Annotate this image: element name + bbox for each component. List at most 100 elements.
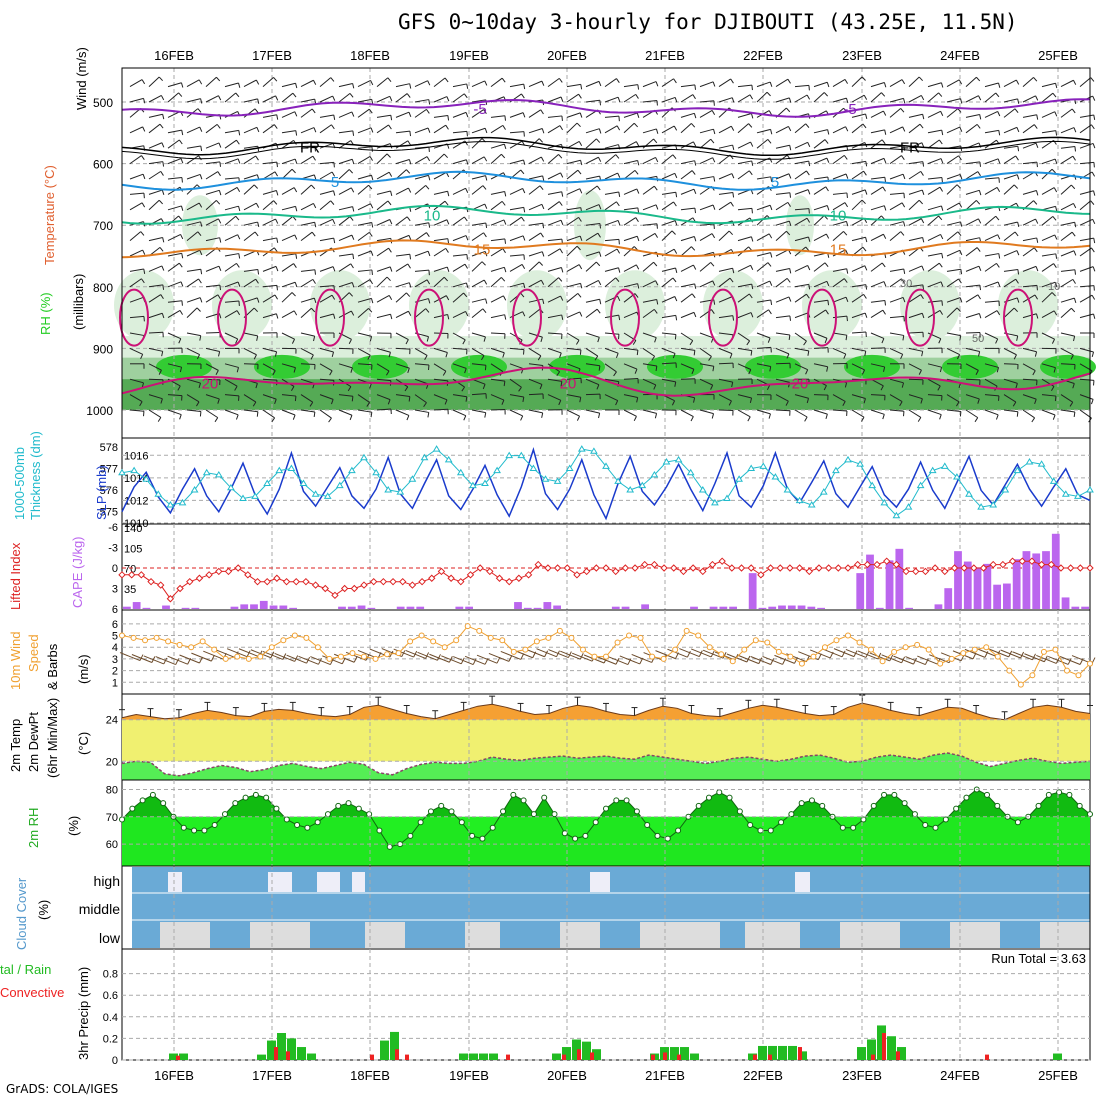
wind-barb <box>927 378 941 387</box>
wind-barb <box>775 78 789 88</box>
pressure-tick: 700 <box>93 219 113 233</box>
wind-barb-flag <box>1071 307 1076 313</box>
wind-barb-flag <box>1054 396 1057 402</box>
wind-barb <box>699 223 714 226</box>
wind-barb <box>376 378 391 382</box>
wind-barb <box>699 128 714 134</box>
wind-barb-flag <box>274 171 279 177</box>
wind-barb <box>699 157 713 165</box>
wind-barb-flag <box>712 280 716 286</box>
rh2m-marker <box>819 802 826 809</box>
wind10m-barb <box>286 654 307 664</box>
thickness-marker <box>916 481 925 489</box>
wind10m-marker <box>142 637 149 644</box>
wind-barb-flag <box>636 112 640 118</box>
wind-barb-flag <box>975 370 979 376</box>
wind-barb <box>680 311 695 319</box>
precip-conv-bar <box>663 1052 667 1060</box>
wind10m-marker <box>649 653 656 660</box>
thickness-marker <box>735 475 743 482</box>
wind-barb-flag <box>900 354 904 360</box>
thickness-marker <box>844 455 852 463</box>
rh2m-marker <box>850 824 857 831</box>
wind-barb <box>167 129 182 134</box>
wind10m-marker <box>741 646 748 653</box>
wind-barb-flag <box>653 384 657 390</box>
wind-barb <box>623 235 638 242</box>
wind-barb-flag <box>1073 250 1077 256</box>
wind-barb-flag <box>179 414 182 420</box>
precip-conv-bar <box>896 1051 900 1060</box>
wind-barb <box>395 130 410 134</box>
wind-barb <box>319 313 334 319</box>
li-marker <box>282 577 291 586</box>
wind-barb <box>243 409 258 413</box>
wind-barb <box>490 200 503 211</box>
wind-barb-flag <box>710 384 714 390</box>
li-marker <box>602 564 610 572</box>
wind-barb-flag <box>561 191 564 197</box>
wind-barb-flag <box>901 382 905 388</box>
wind-barb-flag <box>959 126 963 132</box>
wind10m-barb <box>203 650 224 660</box>
wind-barb-flag <box>578 93 582 99</box>
wind-barb <box>965 114 980 118</box>
wind-barb-flag <box>504 191 507 197</box>
wind-barb-flag <box>938 92 943 97</box>
wind-barb <box>1022 77 1034 87</box>
wind-barb <box>262 394 277 400</box>
wind-barb-flag <box>330 77 335 82</box>
wind-barb <box>1079 285 1094 288</box>
wind-barb-flag <box>731 173 735 179</box>
wind-barb-flag <box>371 146 373 152</box>
wind-barb-flag <box>181 300 183 306</box>
wind-barb-flag <box>426 156 431 162</box>
wind-barb-flag <box>637 160 640 166</box>
wind-barb <box>490 332 506 335</box>
wind-barb-flag <box>199 335 202 341</box>
wind-barb-flag <box>955 401 960 407</box>
wind10m-barb-flag <box>472 658 477 665</box>
wind-barb-flag <box>237 281 241 287</box>
wind-barb-flag <box>576 245 581 251</box>
wind-barb-flag <box>199 250 203 256</box>
wind10m-marker <box>349 650 356 657</box>
wind-barb <box>870 233 884 242</box>
dewpt-label: 2m DewPt <box>26 712 41 772</box>
precip-conv-bar <box>562 1054 566 1060</box>
wind-barb <box>243 278 257 288</box>
wind-barb <box>794 312 809 319</box>
wind-barb-flag <box>920 95 925 101</box>
wind-barb <box>585 175 600 180</box>
cape-bar <box>123 606 131 609</box>
wind-barb <box>813 215 825 226</box>
wind-barb <box>262 347 277 353</box>
wind10m-barb <box>572 652 593 662</box>
wind-barb-flag <box>426 279 431 285</box>
wind-barb <box>775 192 790 195</box>
rh2m-marker <box>881 791 888 798</box>
wind-barb-flag <box>978 265 982 271</box>
wind-barb <box>889 173 904 180</box>
wind-barb-flag <box>938 139 943 145</box>
li-marker <box>224 567 233 576</box>
wind-barb-flag <box>538 261 544 266</box>
wind-barb <box>908 347 923 352</box>
wind-barb-flag <box>542 175 545 181</box>
wind-barb-flag <box>694 160 697 166</box>
cape-bar <box>797 605 806 609</box>
wind-barb-flag <box>672 154 677 159</box>
wind-barb <box>642 157 656 165</box>
li-marker <box>941 567 949 576</box>
wind10m-barb <box>810 649 831 659</box>
wind10m-barb <box>917 655 938 665</box>
temp-contour-label: 20 <box>202 375 219 392</box>
wind10m-barb-flag <box>246 650 251 657</box>
wind-barb-flag <box>215 370 219 376</box>
wind-barb-flag <box>238 130 241 136</box>
wind-barb <box>186 249 200 257</box>
wind-barb-flag <box>333 238 336 244</box>
precip-bar <box>277 1033 286 1060</box>
temp-contour-label: 10 <box>424 208 441 225</box>
wind-barb <box>661 172 675 180</box>
